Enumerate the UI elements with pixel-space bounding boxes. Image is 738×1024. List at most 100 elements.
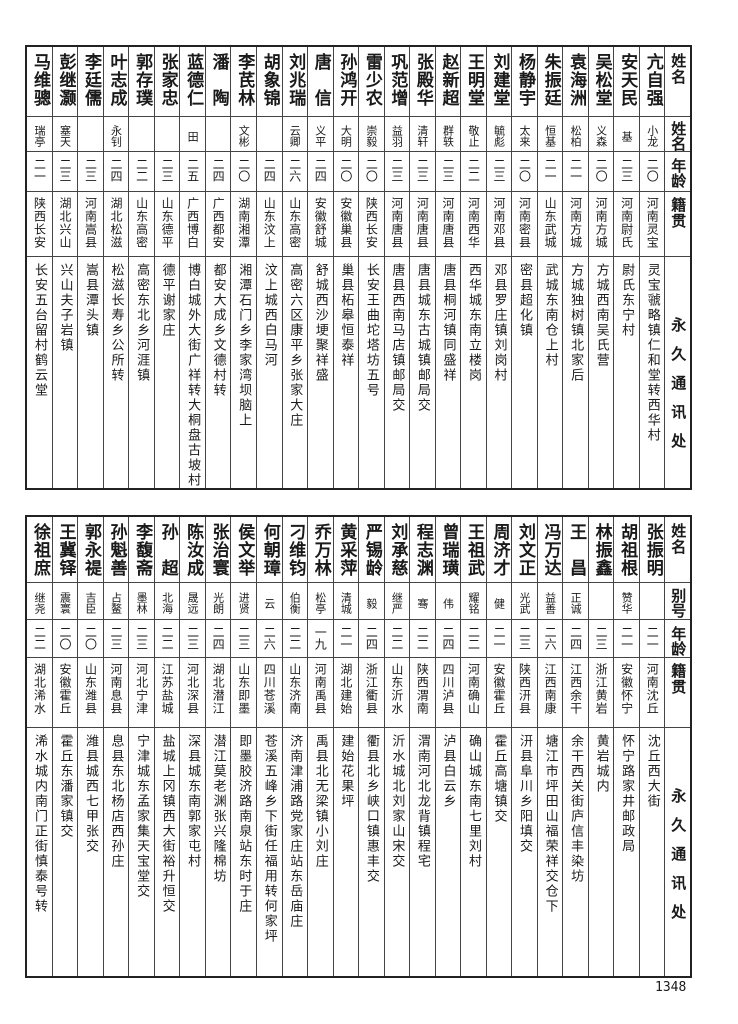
native-text: 安徽怀宁 <box>619 663 634 715</box>
native-cell: 陕西长安 <box>27 192 52 257</box>
header-native-text: 籍贯 <box>669 197 688 229</box>
alias-cell: 义平 <box>308 117 333 152</box>
alias-cell: 云卿 <box>282 117 308 152</box>
native-cell: 河南息县 <box>103 658 129 728</box>
name-cell: 王 昌 <box>563 517 588 583</box>
age-cell: 二三 <box>410 152 435 192</box>
address-text: 都安大成乡文德村转 <box>210 263 226 398</box>
alias-cell: 继尧 <box>27 583 52 620</box>
alias-text: 云卿 <box>288 125 302 147</box>
table-row: 张治寰 光朗 二四 湖北潜江 潜江莫老渊张兴隆棉坊 <box>204 517 231 976</box>
alias-cell: 伯衡 <box>282 583 308 620</box>
table-row: 赵新超 群轶 二三 河南唐县 唐县桐河镇同盛祥 <box>434 47 461 488</box>
native-text: 浙江衢县 <box>364 663 379 715</box>
alias-cell: 基 <box>614 117 639 152</box>
name-cell: 张家忠 <box>154 47 180 117</box>
name-text: 刁维钧 <box>285 523 306 577</box>
name-text: 雷少农 <box>361 53 382 107</box>
native-cell: 河南嵩县 <box>78 192 103 257</box>
alias-cell: 大明 <box>333 117 359 152</box>
table-row: 李廷儒 二三 河南嵩县 嵩县潭头镇 <box>77 47 103 488</box>
address-cell: 长安王曲坨塔坊五号 <box>359 257 384 488</box>
address-text: 苍溪五峰乡下街任福用转何家坪 <box>261 734 277 944</box>
header-age-cell: 年龄 <box>665 620 690 658</box>
native-text: 山东潍县 <box>83 663 98 715</box>
table-row: 林振鑫 二三 浙江黄岩 黄岩城内 <box>587 517 614 976</box>
alias-text: 文彬 <box>237 125 251 147</box>
header-age-text: 年龄 <box>669 626 688 656</box>
age-text: 二三 <box>83 158 98 182</box>
alias-cell: 北海 <box>154 583 180 620</box>
header-name-cell: 姓名 <box>665 47 690 117</box>
address-text: 沂水城北刘家山宋交 <box>389 734 405 869</box>
alias-cell: 继严 <box>384 583 410 620</box>
table-row: 马维骢 瑞亭 二一 陕西长安 长安五台留村鹤云堂 <box>27 47 52 488</box>
table-row: 安天民基二三 河南尉氏 尉氏东宁村 <box>613 47 639 488</box>
age-text: 二四 <box>211 158 226 182</box>
address-text: 汶上城西白马河 <box>261 263 277 368</box>
age-text: 二四 <box>568 626 583 650</box>
address-text: 湘潭石门乡李家湾坝脑上 <box>236 263 252 428</box>
native-cell: 安徽巢县 <box>333 192 359 257</box>
native-cell: 河南灵宝 <box>639 192 665 257</box>
address-cell: 深县城东南郭家屯村 <box>180 728 205 976</box>
native-cell: 安徽霍丘 <box>486 658 512 728</box>
address-text: 唐县城东古城镇邮局交 <box>414 263 430 413</box>
name-text: 胡祖根 <box>617 523 638 577</box>
native-text: 河南邓县 <box>492 197 507 249</box>
name-cell: 李馥斋 <box>129 517 154 583</box>
address-text: 密县超化镇 <box>517 263 533 338</box>
native-text: 河南方城 <box>568 197 583 249</box>
table-row: 张振明 二一 河南沈丘 沈丘西大街 <box>638 517 665 976</box>
address-cell: 霍丘东潘家镇交 <box>53 728 78 976</box>
age-cell: 二三 <box>486 152 512 192</box>
native-cell: 山东德平 <box>154 192 180 257</box>
age-text: 二一 <box>338 626 353 650</box>
name-cell: 杨静宇 <box>512 47 537 117</box>
name-text: 徐祖庶 <box>29 523 50 577</box>
age-text: 二一 <box>568 158 583 182</box>
age-cell: 二〇 <box>588 152 614 192</box>
address-text: 怀宁路家井邮政局 <box>619 734 635 854</box>
header-column: 姓名 别号 年龄 籍贯 永久通讯处 <box>664 517 690 976</box>
address-text: 泸县白云乡 <box>440 734 456 809</box>
age-cell: 二六 <box>537 620 563 658</box>
alias-cell: 进贤 <box>231 583 256 620</box>
table-row: 王明堂 敬止 二二 河南西华 西华城东南立楼岗 <box>460 47 486 488</box>
age-cell: 二四 <box>205 152 231 192</box>
name-text: 叶志成 <box>106 53 127 107</box>
alias-text: 义森 <box>594 125 608 147</box>
address-text: 嵩县潭头镇 <box>83 263 99 338</box>
alias-text: 伟 <box>441 597 455 609</box>
native-text: 江西南康 <box>543 663 558 715</box>
native-cell: 陕西长安 <box>359 192 384 257</box>
address-cell: 高密东北乡河涯镇 <box>129 257 154 488</box>
address-text: 方城西南吴氏营 <box>593 263 609 368</box>
name-cell: 袁海洲 <box>563 47 588 117</box>
name-cell: 张殿华 <box>410 47 435 117</box>
table-row: 王 昌正诚 二四 江西余干 余干西关街庐信丰染坊 <box>562 517 588 976</box>
name-cell: 程志渊 <box>410 517 435 583</box>
alias-text: 塞天 <box>58 125 72 147</box>
name-cell: 刘兆瑞 <box>282 47 308 117</box>
name-cell: 王祖武 <box>461 517 486 583</box>
age-text: 二一 <box>492 626 507 650</box>
address-text: 济南津浦路党家庄站东岳庙庄 <box>287 734 303 929</box>
name-text: 郭永禔 <box>81 523 102 577</box>
native-text: 湖北兴山 <box>57 197 72 249</box>
address-cell: 汶上城西白马河 <box>257 257 282 488</box>
address-cell: 邓县罗庄镇刘岗村 <box>487 257 512 488</box>
table-row: 雷少农 崇毅 二〇 陕西长安 长安王曲坨塔坊五号 <box>358 47 384 488</box>
header-alias-text: 别号 <box>669 588 688 618</box>
name-text: 马维骢 <box>29 53 50 107</box>
address-text: 确山城东南七里刘村 <box>465 734 481 869</box>
name-cell: 彭继灏 <box>52 47 78 117</box>
age-cell: 二四 <box>435 620 461 658</box>
name-text: 蓝德仁 <box>183 53 204 107</box>
age-text: 二三 <box>517 626 532 650</box>
name-text: 陈汝成 <box>183 523 204 577</box>
age-cell: 二四 <box>103 152 129 192</box>
table-row: 侯文举 进贤 二三 山东即墨 即墨胶济路南泉站东时于庄 <box>230 517 256 976</box>
address-cell: 霍丘高塘镇交 <box>487 728 512 976</box>
age-cell: 二三 <box>614 152 639 192</box>
